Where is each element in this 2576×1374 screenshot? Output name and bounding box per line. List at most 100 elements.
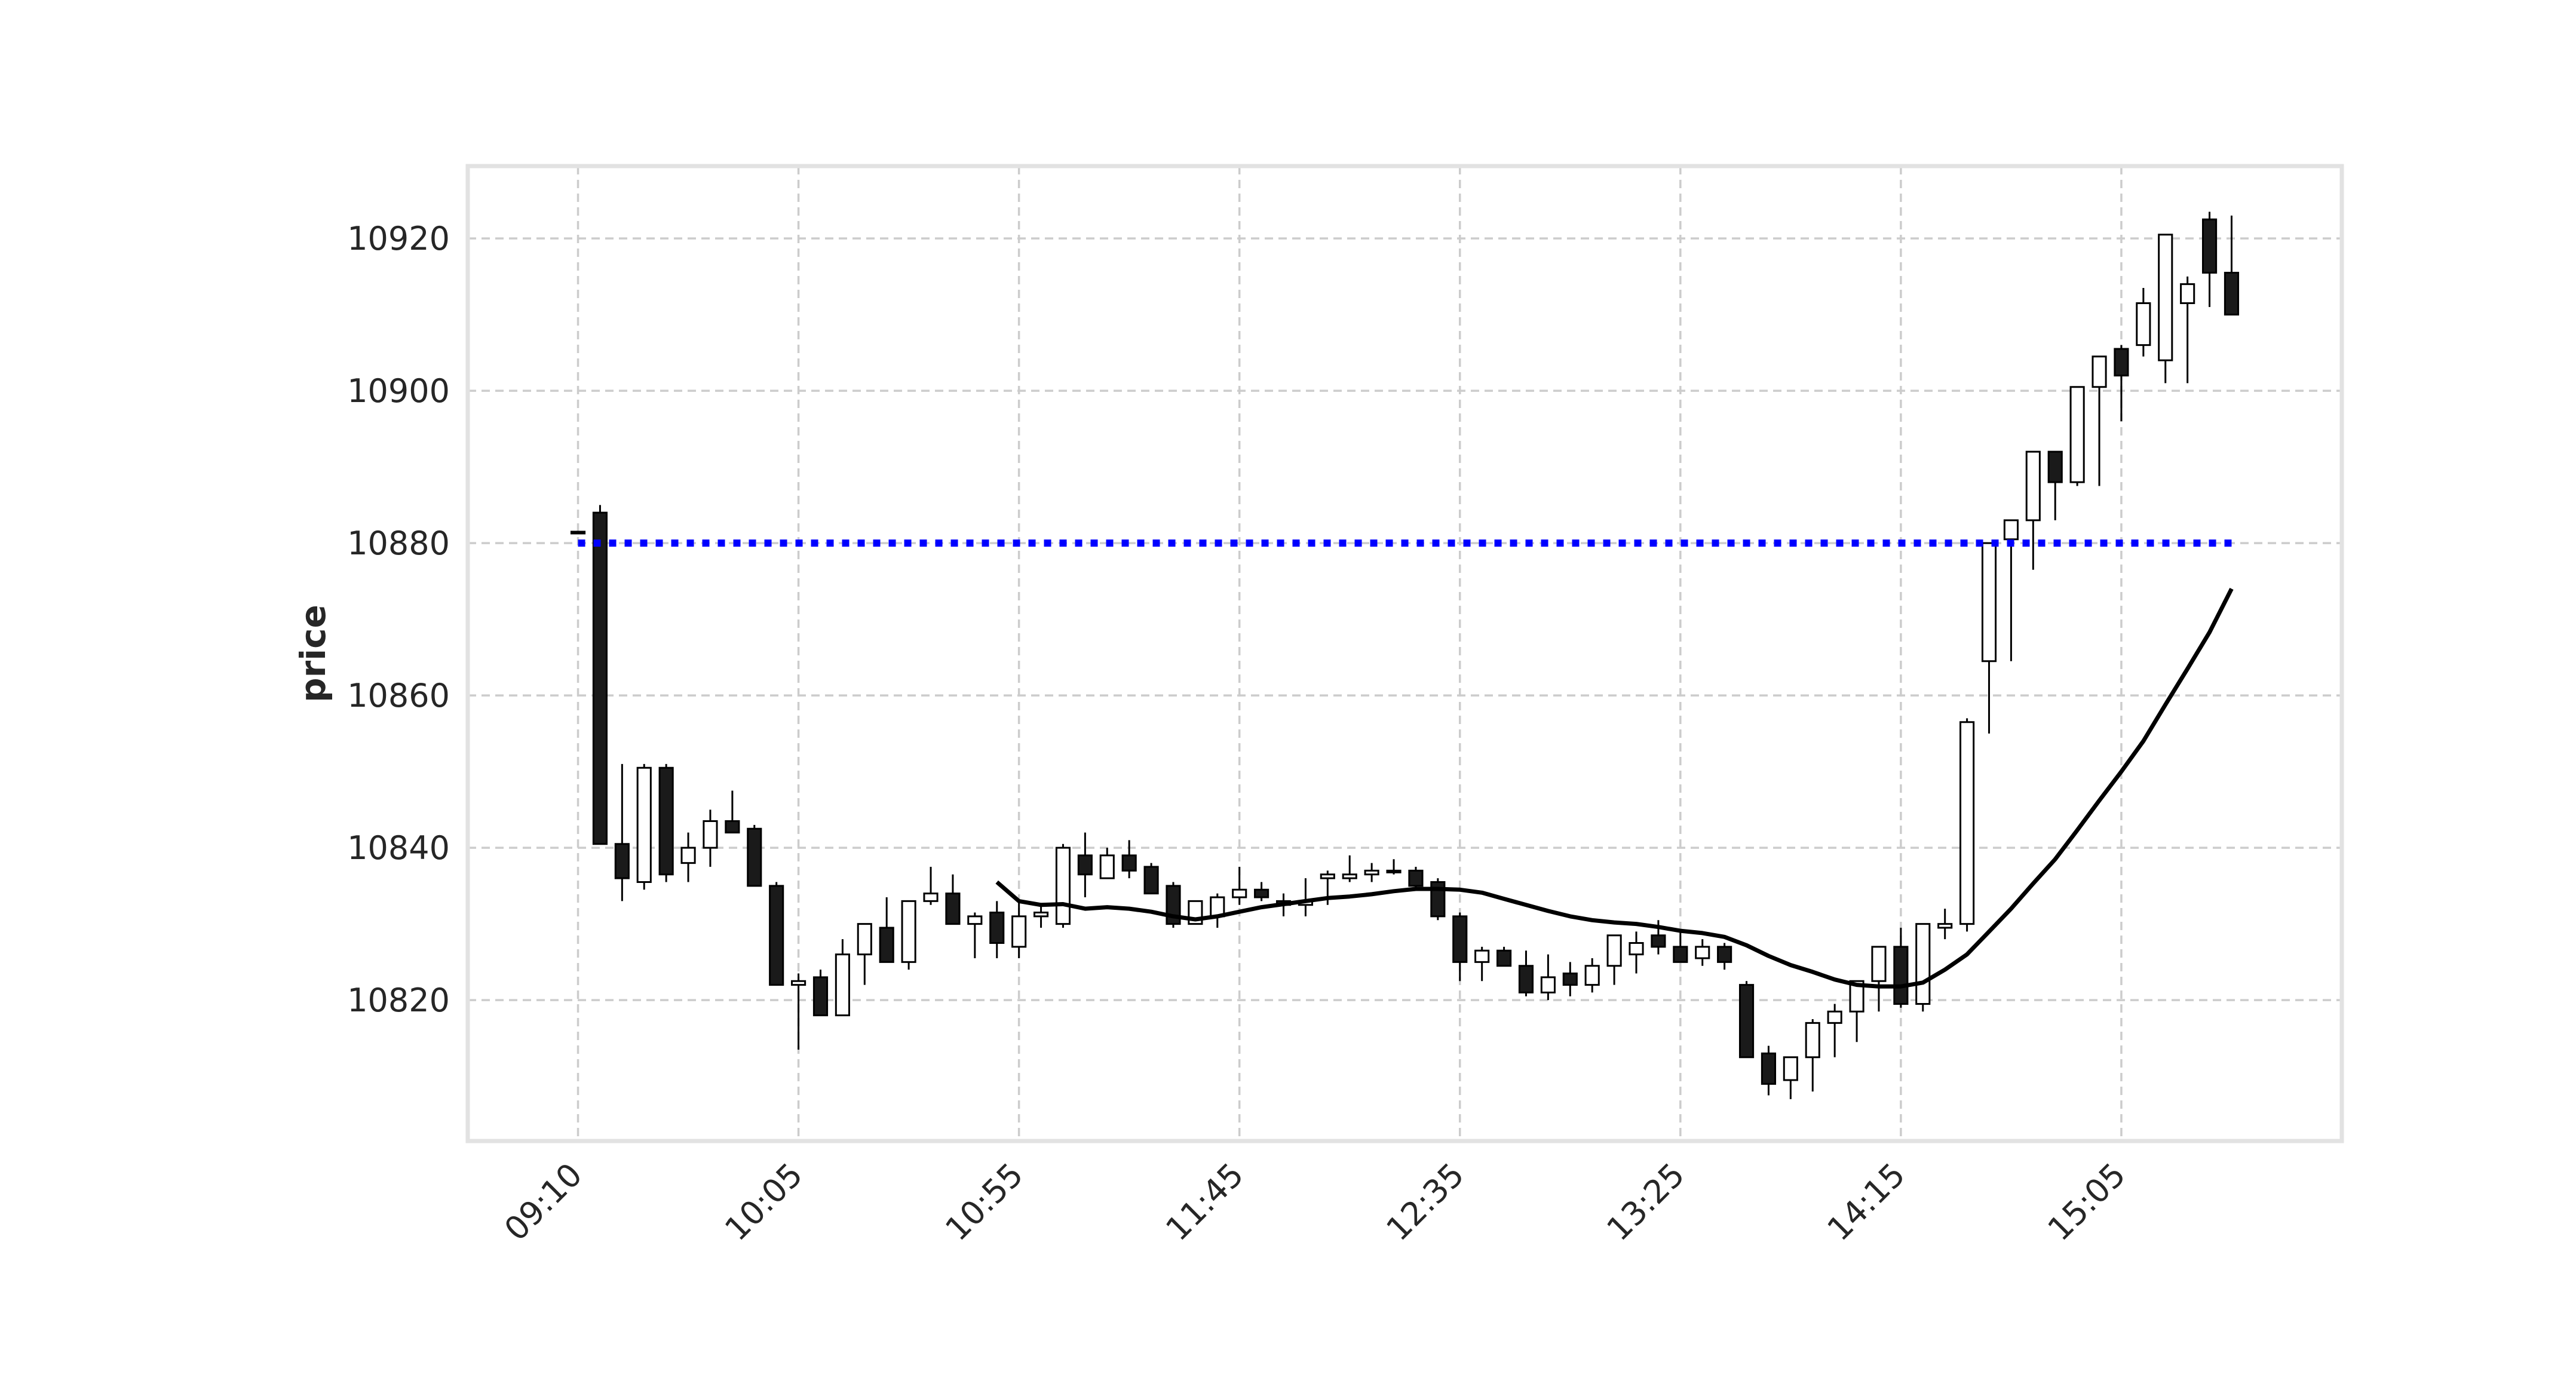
candle xyxy=(658,763,674,882)
candle xyxy=(1254,882,1269,901)
candle xyxy=(945,874,961,925)
candle-body-down xyxy=(945,893,961,925)
candle xyxy=(1981,542,1997,734)
candle-body-up xyxy=(2180,283,2195,304)
candle xyxy=(1077,832,1093,897)
y-tick-label: 10900 xyxy=(347,372,450,410)
candle xyxy=(1606,934,1622,985)
plot-background xyxy=(468,166,2342,1141)
candle xyxy=(1761,1045,1777,1096)
candle xyxy=(1540,954,1556,1001)
candle-body-up xyxy=(1959,721,1975,925)
candle xyxy=(1055,844,1071,928)
candle-body-up xyxy=(570,530,586,535)
candle-body-up xyxy=(1099,854,1115,879)
candle-body-up xyxy=(1849,980,1864,1013)
candle-body-up xyxy=(1033,912,1049,918)
candle-body-up xyxy=(1981,542,1997,663)
candle-body-up xyxy=(1386,869,1402,873)
candle-body-down xyxy=(1496,949,1512,967)
candle-body-up xyxy=(835,953,850,1017)
candle-body-down xyxy=(1408,869,1424,887)
candle xyxy=(725,790,740,834)
candle-body-down xyxy=(879,927,894,963)
y-tick-label: 10880 xyxy=(347,525,450,562)
candle xyxy=(2224,215,2240,316)
candle-body-up xyxy=(2003,519,2019,541)
candle-body-up xyxy=(2069,386,2085,483)
candle xyxy=(636,763,652,890)
candle-body-down xyxy=(747,827,762,887)
candle xyxy=(2069,386,2085,486)
candle-body-up xyxy=(2025,450,2041,522)
candle-body-up xyxy=(901,900,916,963)
candle xyxy=(1364,863,1379,882)
candle xyxy=(901,900,916,970)
candle-body-up xyxy=(1584,965,1600,986)
candle-body-up xyxy=(1629,942,1644,956)
candle xyxy=(1673,931,1688,963)
plot-frame xyxy=(465,164,2344,1143)
candle-body-up xyxy=(923,893,939,902)
candle-body-up xyxy=(703,820,718,849)
candle xyxy=(791,973,806,1050)
candle xyxy=(812,970,829,1017)
candle xyxy=(2201,211,2218,307)
candle xyxy=(1452,912,1468,982)
candle-body-down xyxy=(1651,934,1666,948)
candle xyxy=(1629,931,1644,974)
candle xyxy=(592,505,608,845)
candle xyxy=(1342,855,1357,882)
candle xyxy=(1584,958,1600,993)
candle-body-down xyxy=(658,766,674,876)
candle-body-up xyxy=(636,766,652,883)
candle xyxy=(1474,946,1490,982)
candle xyxy=(1738,981,1755,1059)
candle-body-up xyxy=(1871,946,1887,982)
candle xyxy=(570,530,586,535)
candle xyxy=(1166,882,1181,928)
candle-body-up xyxy=(1364,869,1379,876)
candle xyxy=(1893,928,1909,1008)
candle-body-down xyxy=(1761,1052,1777,1085)
candle-body-up xyxy=(1055,847,1071,925)
candle-body-down xyxy=(1738,984,1755,1059)
candle-body-down xyxy=(1077,854,1093,876)
candle xyxy=(879,897,894,963)
candle-body-down xyxy=(1254,888,1269,898)
candle-body-down xyxy=(1717,946,1732,963)
candle xyxy=(989,901,1005,958)
candle xyxy=(967,912,983,958)
moving-average-line xyxy=(995,588,2234,989)
candle-body-up xyxy=(1937,923,1953,929)
candle xyxy=(1915,923,1931,1012)
candle xyxy=(1783,1056,1798,1099)
candle-body-up xyxy=(1232,888,1247,898)
candle-body-down xyxy=(1518,965,1534,993)
candle-body-up xyxy=(1540,976,1556,993)
candle-body-up xyxy=(857,923,872,956)
candle-body-down xyxy=(725,820,740,834)
y-tick-label: 10840 xyxy=(347,829,450,867)
candle xyxy=(1849,980,1864,1042)
candle-body-up xyxy=(2092,355,2107,388)
candle-body-up xyxy=(1606,934,1622,967)
candle-body-down xyxy=(1893,946,1909,1005)
moving-average-layer xyxy=(995,588,2234,989)
candle xyxy=(2114,345,2129,422)
candle-body-down xyxy=(812,976,829,1017)
candle xyxy=(769,882,784,986)
candle xyxy=(614,763,630,901)
candle xyxy=(1011,901,1027,958)
candle-body-up xyxy=(680,847,696,864)
candle xyxy=(835,939,850,1017)
candle-body-up xyxy=(1827,1010,1842,1024)
candle-body-down xyxy=(2224,272,2240,316)
candle-body-down xyxy=(1452,915,1468,963)
candle-body-up xyxy=(2136,302,2151,346)
candle-body-up xyxy=(1320,873,1335,879)
candle-body-down xyxy=(1562,973,1578,986)
candle xyxy=(1386,859,1402,875)
candle xyxy=(1871,946,1887,1012)
